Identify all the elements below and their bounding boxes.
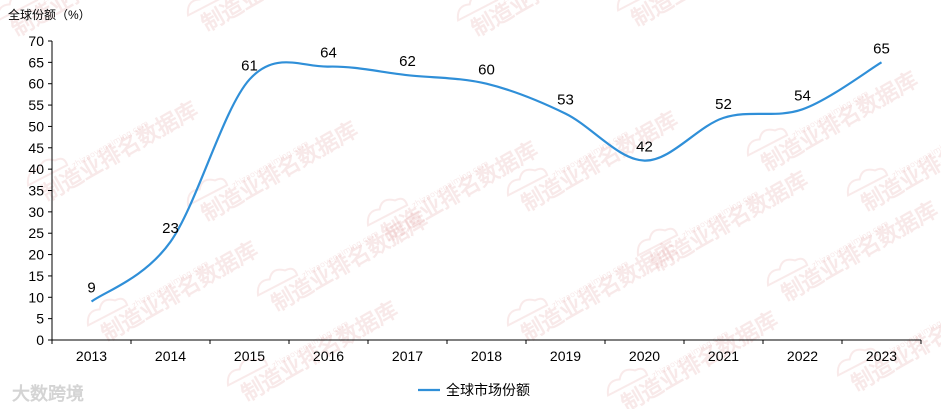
x-tick-label: 2018 <box>471 348 502 364</box>
watermark-text: 制造业排名数据库 <box>97 237 262 348</box>
x-tick-label: 2020 <box>629 348 660 364</box>
watermark-cloud-icon <box>256 267 299 297</box>
watermark-cloud-icon <box>186 0 229 17</box>
watermark-text: 制造业排名数据库 <box>627 0 792 32</box>
y-tick-label: 70 <box>28 33 44 49</box>
watermark-cloud-icon <box>606 367 649 397</box>
watermark-cloud-icon <box>636 227 679 257</box>
y-tick-label: 55 <box>28 97 44 113</box>
series-line <box>90 61 883 303</box>
y-tick-label: 20 <box>28 247 44 263</box>
x-tick-label: 2014 <box>155 348 186 364</box>
y-tick-label: 40 <box>28 161 44 177</box>
watermark-cloud-icon <box>836 347 879 377</box>
y-tick-label: 15 <box>28 268 44 284</box>
data-label: 53 <box>557 92 574 109</box>
watermark-cloud-icon <box>506 167 549 197</box>
data-label: 54 <box>794 87 811 104</box>
x-tick-label: 2019 <box>550 348 581 364</box>
legend-label: 全球市场份额 <box>446 382 530 398</box>
watermark-text: 制造业排名数据库 <box>197 117 362 228</box>
watermark-text: 制造业排名数据库 <box>37 97 202 208</box>
y-tick-label: 60 <box>28 76 44 92</box>
watermark-cloud-icon <box>746 127 789 157</box>
y-tick-label: 50 <box>28 118 44 134</box>
x-tick-label: 2023 <box>866 348 897 364</box>
watermark-cloud-icon <box>86 297 129 327</box>
watermark-text: 制造业排名数据库 <box>847 287 941 398</box>
watermark-cloud-icon <box>506 297 549 327</box>
x-tick-label: 2022 <box>787 348 818 364</box>
x-tick-label: 2021 <box>708 348 739 364</box>
y-tick-label: 0 <box>36 332 44 348</box>
watermark-text: 制造业排名数据库 <box>757 67 922 178</box>
data-label: 23 <box>162 220 179 237</box>
watermark-cloud-icon <box>226 357 269 387</box>
watermark-text: 制造业排名数据库 <box>517 107 682 218</box>
data-label: 52 <box>715 96 732 113</box>
data-label: 42 <box>636 139 653 156</box>
x-tick-label: 2015 <box>234 348 265 364</box>
y-tick-label: 30 <box>28 204 44 220</box>
x-tick-label: 2013 <box>76 348 107 364</box>
x-tick-label: 2017 <box>392 348 423 364</box>
y-tick-label: 35 <box>28 183 44 199</box>
data-label: 65 <box>873 40 890 57</box>
y-tick-label: 45 <box>28 140 44 156</box>
watermark-text: 制造业排名数据库 <box>777 197 941 308</box>
watermark-cloud-icon <box>456 0 499 22</box>
y-tick-label: 65 <box>28 54 44 70</box>
x-tick-label: 2016 <box>313 348 344 364</box>
y-tick-label: 10 <box>28 289 44 305</box>
watermark-text: 制造业排名数据库 <box>197 0 362 37</box>
watermark-text: 制造业排名数据库 <box>267 207 432 318</box>
watermark-cloud-icon <box>366 197 409 227</box>
watermark-cloud-icon <box>186 177 229 207</box>
data-label: 60 <box>478 62 495 79</box>
watermark-cloud-icon <box>26 157 69 187</box>
y-tick-label: 5 <box>36 311 44 327</box>
watermark-cloud-icon <box>0 0 39 22</box>
data-label: 9 <box>87 280 95 297</box>
data-label: 61 <box>241 57 258 74</box>
watermark-cloud-icon <box>766 257 809 287</box>
watermark-text: 制造业排名数据库 <box>467 0 632 42</box>
y-tick-label: 25 <box>28 225 44 241</box>
watermark-cloud-icon <box>846 167 889 197</box>
y-axis-label: 全球份额（%） <box>8 8 91 22</box>
watermark-logo: 大数跨境 <box>12 383 84 405</box>
data-label: 64 <box>320 45 337 62</box>
data-label: 62 <box>399 53 416 70</box>
